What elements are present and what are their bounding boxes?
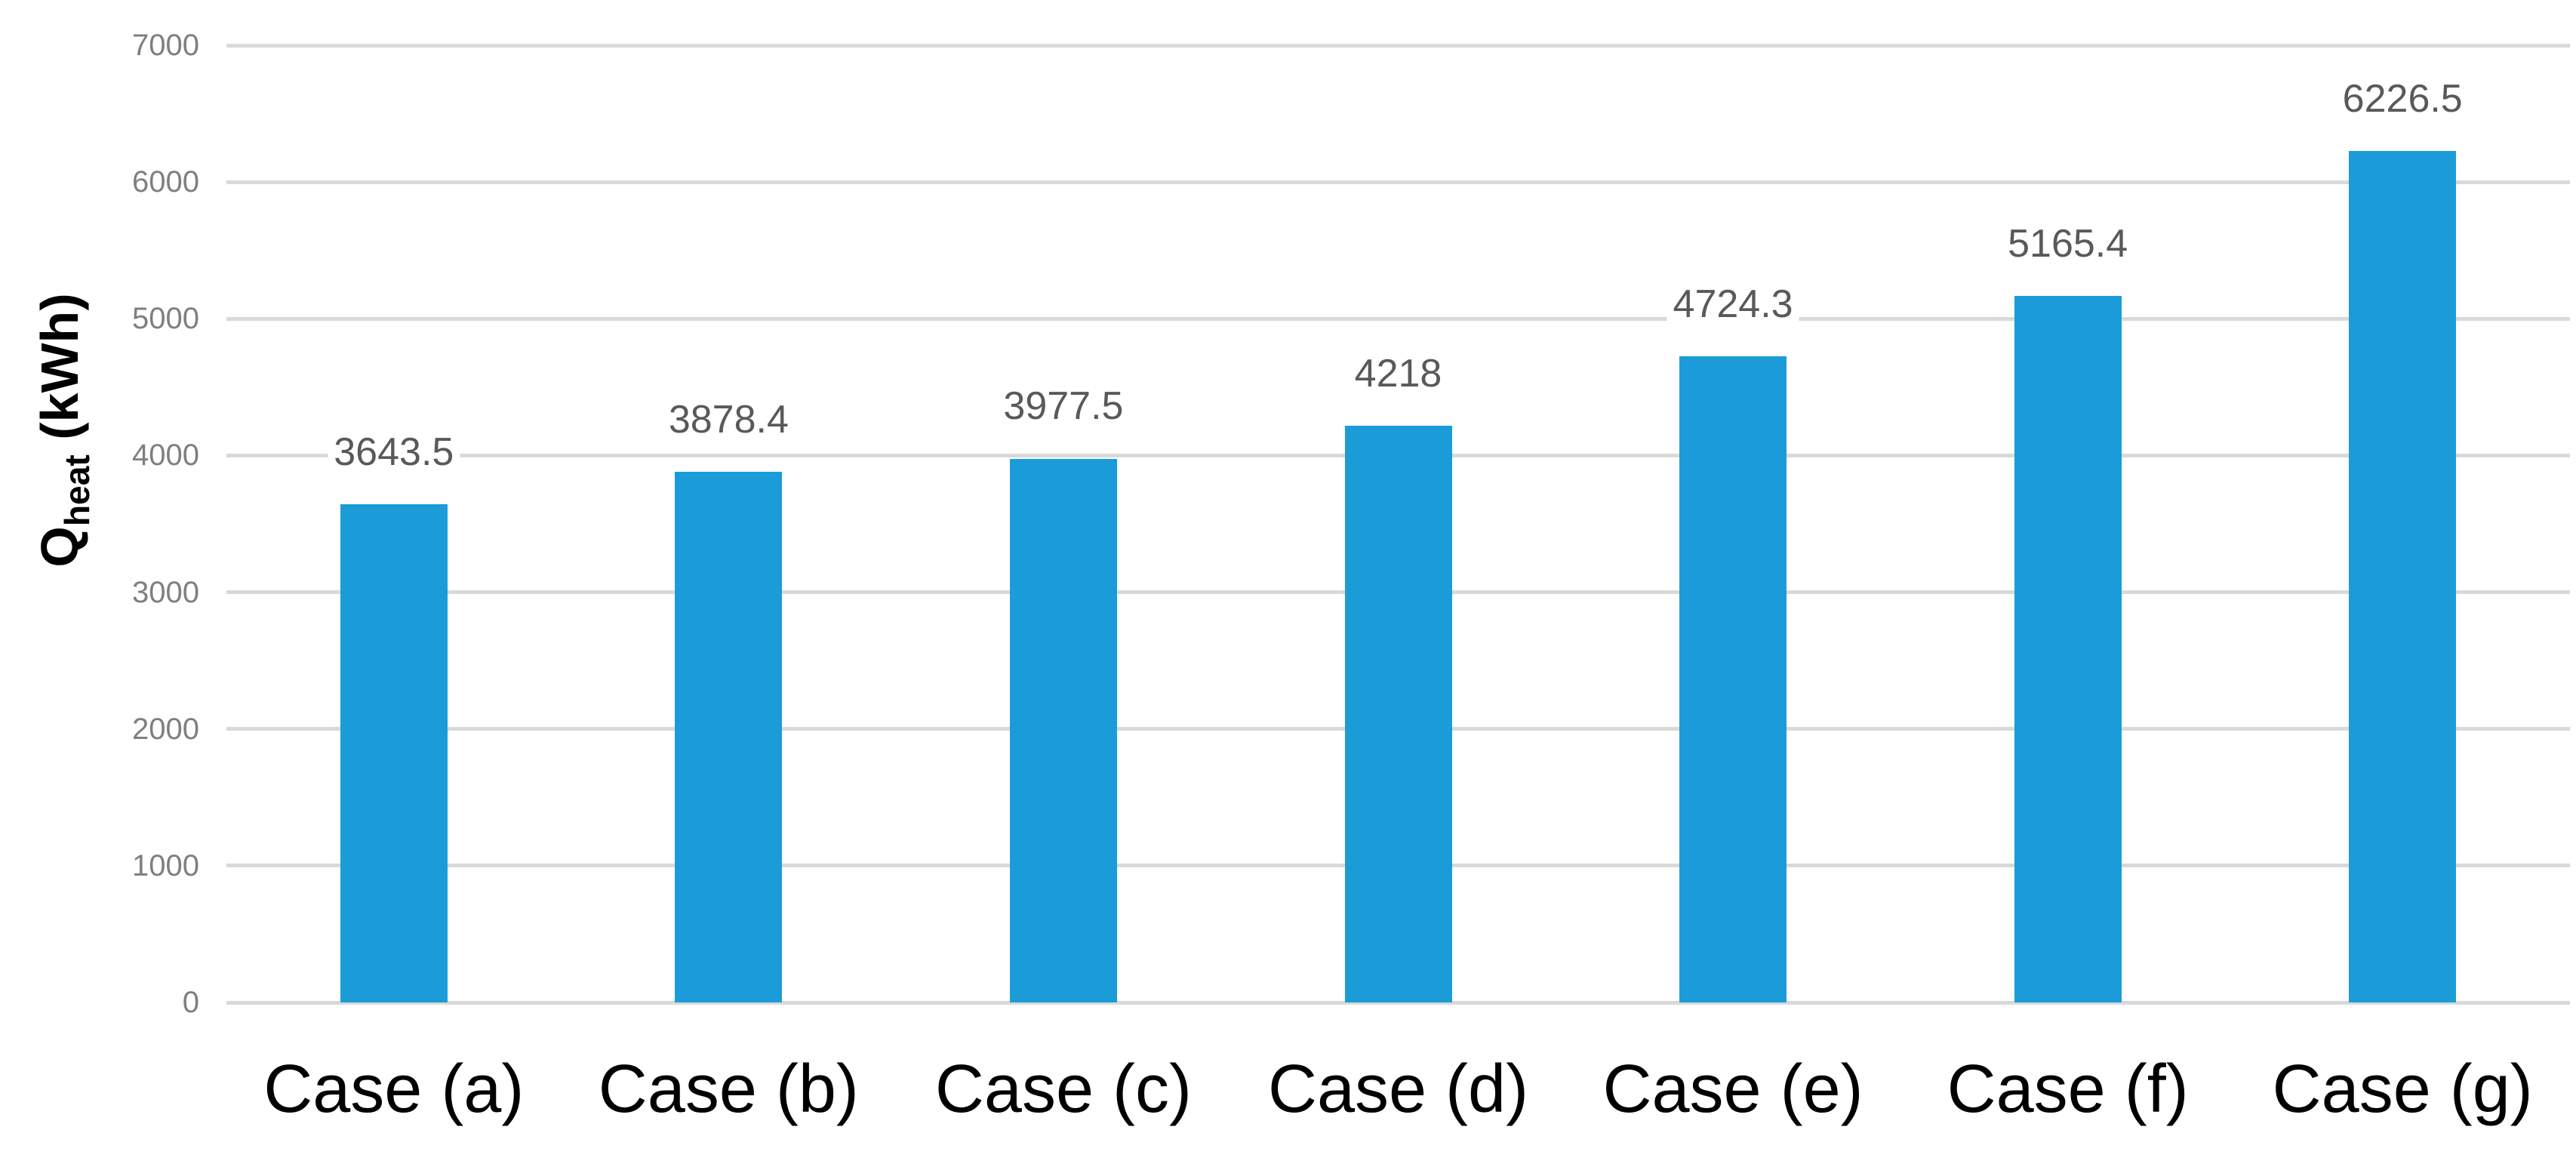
y-tick-label-2000: 2000 [132, 712, 199, 746]
bar-Case (a) [340, 504, 448, 1002]
bar-value-label: 3977.5 [997, 385, 1130, 429]
y-tick-label-3000: 3000 [132, 575, 199, 609]
bar-Case (c) [1009, 458, 1117, 1002]
x-category-label: Case (g) [2272, 1051, 2533, 1127]
bar-value-label: 4218 [1348, 352, 1448, 396]
x-category-label: Case (b) [598, 1051, 859, 1127]
y-tick-label-0: 0 [182, 986, 199, 1019]
y-tick-label-1000: 1000 [132, 848, 199, 882]
x-category-label: Case (d) [1267, 1051, 1529, 1127]
x-category-label: Case (c) [934, 1051, 1192, 1127]
gridline-y-6000 [226, 180, 2570, 184]
x-category-label: Case (a) [263, 1051, 525, 1127]
bar-Case (d) [1344, 425, 1452, 1002]
bar-value-label: 4724.3 [1667, 282, 1799, 327]
plot-area: 3643.5 3878.4 3977.5 4218 4724.3 5165.4 6226.5 [226, 43, 2570, 1005]
bar-Case (b) [675, 472, 783, 1002]
gridline-y-5000 [226, 316, 2570, 321]
gridline-y-7000 [226, 43, 2570, 48]
bar-value-label: 6226.5 [2336, 77, 2469, 122]
bar-Case (g) [2349, 151, 2457, 1002]
y-tick-label-6000: 6000 [132, 165, 199, 199]
bar-Case (f) [2014, 296, 2122, 1002]
bar-value-label: 3878.4 [662, 399, 795, 442]
bar-value-label: 5165.4 [2002, 222, 2134, 266]
y-tick-label-4000: 4000 [132, 439, 199, 473]
gridline-y-0 [226, 1000, 2570, 1005]
y-axis-title-symbol: Q [30, 526, 89, 568]
bar-value-label: 3643.5 [328, 430, 460, 475]
y-axis-title: Qheat (kWh) [29, 293, 97, 567]
x-category-label: Case (e) [1602, 1051, 1864, 1127]
bar-Case (e) [1679, 356, 1787, 1002]
y-tick-label-7000: 7000 [132, 29, 199, 62]
y-tick-label-5000: 5000 [132, 302, 199, 336]
x-category-label: Case (f) [1947, 1051, 2189, 1127]
